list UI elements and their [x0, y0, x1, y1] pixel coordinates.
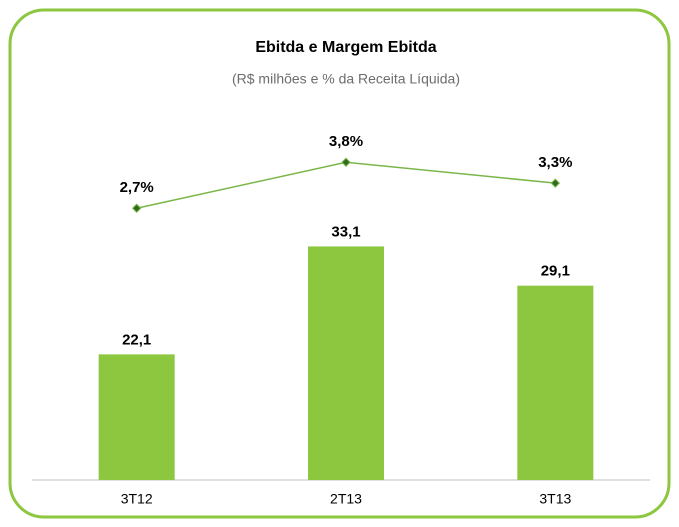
x-tick-label: 3T13	[539, 491, 571, 507]
marker	[550, 178, 561, 188]
data-label: 3,3%	[538, 154, 572, 171]
chart-title: Ebitda e Margem Ebitda	[255, 39, 436, 56]
x-tick-label: 3T12	[121, 491, 153, 507]
data-label: 33,1	[331, 223, 360, 240]
marker	[131, 203, 142, 213]
x-tick-label: 2T13	[330, 491, 362, 507]
chart-subtitle: (R$ milhões e % da Receita Líquida)	[232, 71, 460, 87]
data-label: 29,1	[541, 263, 570, 280]
bar	[517, 285, 594, 480]
bar	[98, 354, 175, 480]
data-label: 3,8%	[329, 133, 363, 150]
data-label: 22,1	[122, 331, 151, 348]
data-label: 2,7%	[120, 179, 154, 196]
bar	[308, 246, 384, 480]
marker	[341, 157, 351, 167]
